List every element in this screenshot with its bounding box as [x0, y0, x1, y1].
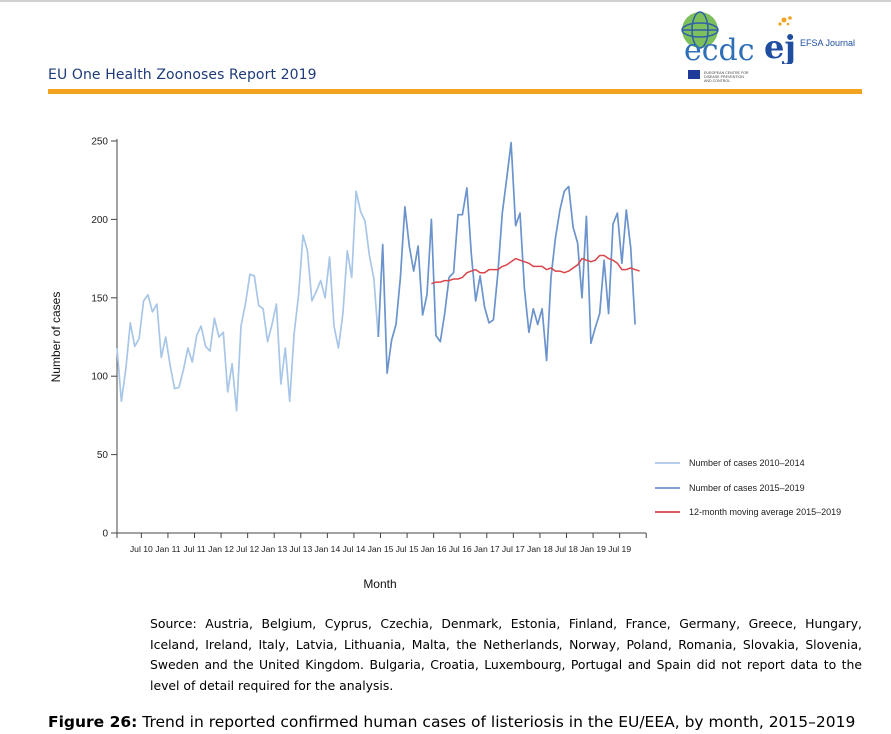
x-tick-label: Jul 10	[130, 544, 153, 554]
x-tick-label: Jan 15	[368, 544, 394, 554]
x-tick-label: Jul 14	[342, 544, 365, 554]
legend-label: Number of cases 2015–2019	[689, 483, 805, 493]
x-axis-label: Month	[363, 577, 396, 591]
figure-caption-text: Trend in reported confirmed human cases …	[137, 713, 855, 731]
x-tick-label: Jan 14	[314, 544, 340, 554]
source-text: Source: Austria, Belgium, Cyprus, Czechi…	[150, 614, 862, 696]
x-tick-label: Jul 12	[236, 544, 259, 554]
y-tick-label: 50	[97, 450, 109, 461]
legend-label: Number of cases 2010–2014	[689, 458, 805, 468]
series-2010-2014-line	[117, 191, 378, 411]
y-axis-label: Number of cases	[49, 292, 63, 383]
legend-label: 12-month moving average 2015–2019	[689, 507, 841, 517]
x-tick-label: Jul 18	[555, 544, 578, 554]
x-tick-label: Jul 13	[289, 544, 312, 554]
y-tick-label: 0	[102, 529, 108, 540]
x-tick-label: Jan 12	[208, 544, 234, 554]
x-tick-label: Jan 16	[421, 544, 447, 554]
x-tick-label: Jan 19	[580, 544, 606, 554]
x-tick-label: Jan 18	[527, 544, 553, 554]
y-tick-label: 150	[91, 293, 108, 304]
x-tick-label: Jul 11	[183, 544, 206, 554]
x-tick-label: Jan 17	[474, 544, 500, 554]
x-tick-label: Jul 17	[502, 544, 525, 554]
figure-caption: Figure 26: Trend in reported confirmed h…	[48, 713, 855, 731]
y-tick-label: 200	[91, 215, 108, 226]
y-tick-label: 250	[91, 137, 108, 148]
y-tick-label: 100	[91, 372, 108, 383]
moving-average-line	[431, 256, 639, 284]
x-tick-label: Jul 16	[449, 544, 472, 554]
x-tick-label: Jul 19	[608, 544, 631, 554]
x-tick-label: Jan 13	[261, 544, 287, 554]
x-tick-label: Jul 15	[396, 544, 419, 554]
figure-label: Figure 26:	[48, 713, 137, 731]
x-tick-label: Jan 11	[155, 544, 180, 554]
